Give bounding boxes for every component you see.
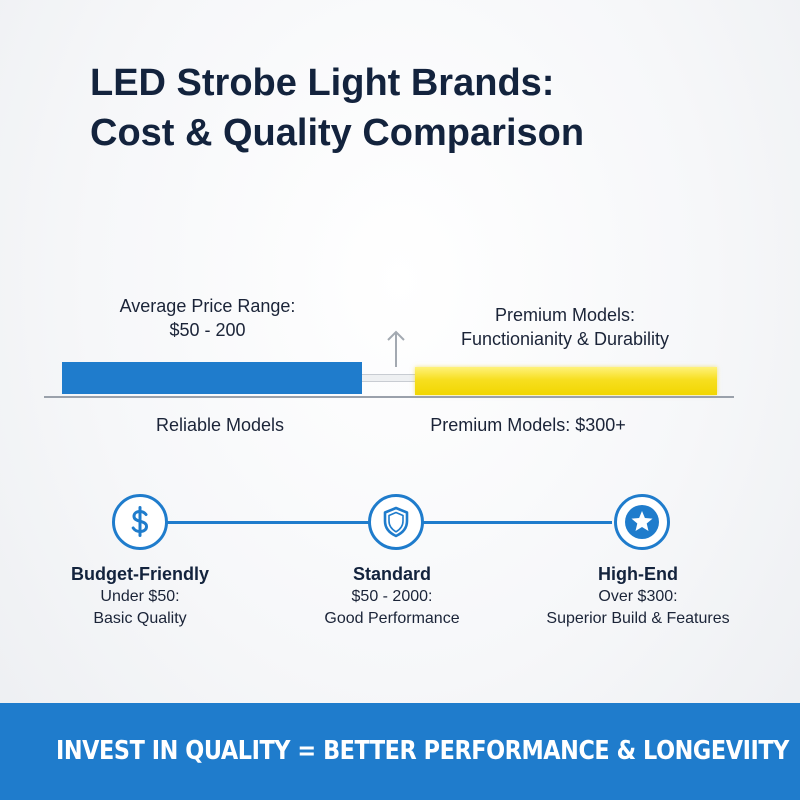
tier-price: Over $300: <box>598 588 678 605</box>
title-line-1: LED Strobe Light Brands: <box>90 62 555 104</box>
reliable-models-bar <box>62 362 362 394</box>
average-price-label-line-1: Average Price Range: <box>119 296 296 316</box>
bar-connector <box>362 374 416 382</box>
star-icon <box>625 505 659 539</box>
average-price-label: Average Price Range: $50 - 200 <box>100 294 315 342</box>
standard-tier-node <box>368 494 424 550</box>
tier-name: Standard <box>352 564 431 584</box>
tier-name: Budget-Friendly <box>71 564 209 584</box>
premium-models-label-line-1: Premium Models: <box>494 305 636 325</box>
premium-models-bar <box>415 367 717 395</box>
tier-description: Good Performance <box>324 610 460 627</box>
premium-models-label: Premium Models: Functionianity & Durabil… <box>430 303 700 351</box>
baseline-divider <box>44 396 734 398</box>
tier-price: Under $50: <box>100 588 180 605</box>
budget-tier: Budget-Friendly Under $50: Basic Quality <box>30 562 250 630</box>
tier-name: High-End <box>598 564 678 584</box>
budget-tier-node <box>112 494 168 550</box>
high-end-tier: High-End Over $300: Superior Build & Fea… <box>528 562 748 630</box>
standard-tier: Standard $50 - 2000: Good Performance <box>282 562 502 630</box>
title-line-2: Cost & Quality Comparison <box>90 112 585 154</box>
tier-description: Superior Build & Features <box>546 610 730 627</box>
banner-text: INVEST IN QUALITY = BETTER PERFORMANCE &… <box>56 736 789 766</box>
average-price-label-line-2: $50 - 200 <box>169 320 246 340</box>
high-end-tier-node <box>614 494 670 550</box>
bottom-banner: INVEST IN QUALITY = BETTER PERFORMANCE &… <box>0 703 800 800</box>
page-title: LED Strobe Light Brands: Cost & Quality … <box>90 58 750 158</box>
reliable-models-caption: Reliable Models <box>155 415 285 435</box>
shield-icon <box>383 506 409 538</box>
tier-price: $50 - 2000: <box>351 588 433 605</box>
premium-models-label-line-2: Functionianity & Durability <box>460 329 670 349</box>
premium-models-caption: Premium Models: $300+ <box>430 415 626 435</box>
arrow-up-icon <box>387 330 405 367</box>
dollar-icon <box>131 506 149 537</box>
tier-description: Basic Quality <box>93 610 187 627</box>
